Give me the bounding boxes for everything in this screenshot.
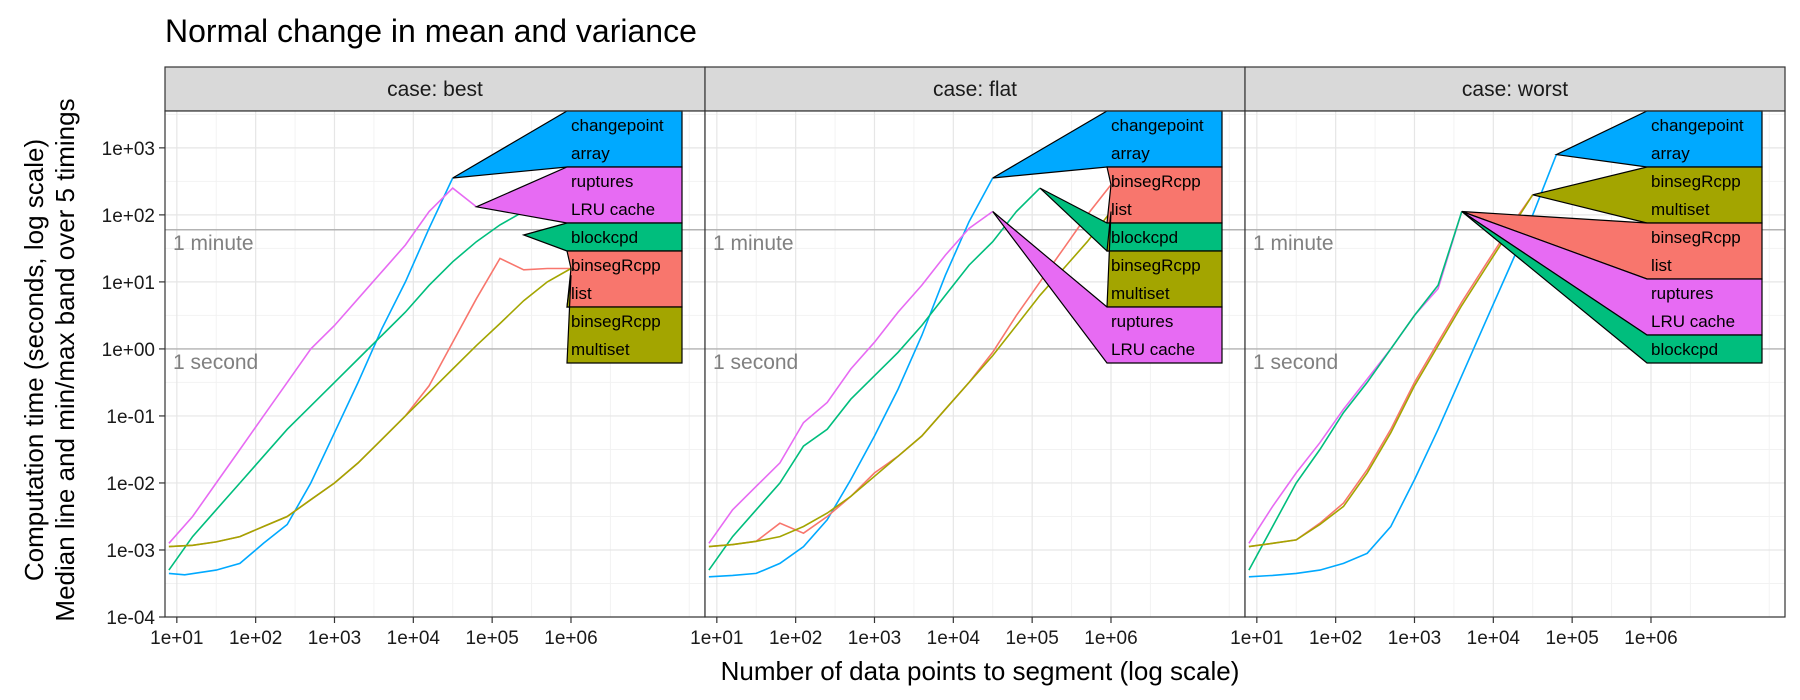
x-tick-label: 1e+06 xyxy=(1624,628,1677,649)
direct-label-text-binsegrcpp-list: binsegRcpp xyxy=(1651,228,1741,247)
series-line-ruptures-lru-cache xyxy=(708,210,994,544)
direct-label-text-ruptures-lru-cache: LRU cache xyxy=(1651,312,1735,331)
direct-label-text-ruptures-lru-cache: LRU cache xyxy=(571,200,655,219)
reference-label-1-second: 1 second xyxy=(713,351,798,374)
direct-label-text-binsegrcpp-multiset: multiset xyxy=(1651,200,1710,219)
direct-label-text-blockcpd: blockcpd xyxy=(1651,340,1718,359)
reference-label-1-minute: 1 minute xyxy=(713,232,794,255)
direct-label-text-changepoint-array: changepoint xyxy=(1651,116,1744,135)
direct-label-blockcpd xyxy=(1461,211,1763,364)
y-tick-label: 1e-03 xyxy=(106,541,155,562)
panel-1-strip xyxy=(164,66,706,112)
x-tick-label: 1e+05 xyxy=(1545,628,1598,649)
direct-label-text-binsegrcpp-multiset: binsegRcpp xyxy=(571,312,661,331)
panel-2-strip-label: case: flat xyxy=(933,78,1017,101)
panel-1: case: best 1 minute 1 second changepoint arr… xyxy=(102,66,706,649)
y-tick-label: 1e+03 xyxy=(102,139,155,160)
direct-label-ruptures-lru-cache xyxy=(992,211,1223,364)
x-tick-label: 1e+02 xyxy=(229,628,282,649)
chart-title: Normal change in mean and variance xyxy=(165,13,697,49)
y-tick-label: 1e+01 xyxy=(102,273,155,294)
y-tick-label: 1e+02 xyxy=(102,206,155,227)
x-tick-label: 1e+02 xyxy=(769,628,822,649)
y-tick-label: 1e-02 xyxy=(106,474,155,495)
x-tick-label: 1e+02 xyxy=(1309,628,1362,649)
direct-label-text-changepoint-array: changepoint xyxy=(1111,116,1204,135)
y-tick-label: 1e-04 xyxy=(106,608,155,629)
x-tick-label: 1e+05 xyxy=(465,628,518,649)
direct-label-binsegrcpp-list xyxy=(1106,166,1223,224)
x-tick-label: 1e+04 xyxy=(927,628,981,649)
series-line-changepoint-array xyxy=(1248,154,1558,578)
direct-label-text-ruptures-lru-cache: LRU cache xyxy=(1111,340,1195,359)
y-axis-title-line-1: Computation time (seconds, log scale) xyxy=(19,139,49,581)
direct-label-text-blockcpd: blockcpd xyxy=(571,228,638,247)
x-tick-label: 1e+06 xyxy=(1084,628,1137,649)
x-tick-label: 1e+04 xyxy=(1467,628,1521,649)
x-axis-title: Number of data points to segment (log sc… xyxy=(721,656,1240,686)
x-tick-label: 1e+01 xyxy=(1230,628,1283,649)
direct-label-blockcpd xyxy=(521,222,683,252)
direct-label-text-changepoint-array: array xyxy=(571,144,610,163)
direct-label-text-binsegrcpp-list: list xyxy=(1111,200,1132,219)
x-tick-label: 1e+04 xyxy=(387,628,441,649)
direct-label-text-binsegrcpp-list: binsegRcpp xyxy=(1111,172,1201,191)
direct-label-text-binsegrcpp-list: list xyxy=(571,284,592,303)
panel-3-strip-label: case: worst xyxy=(1462,78,1568,101)
direct-label-blockcpd xyxy=(1039,187,1223,252)
direct-label-text-binsegrcpp-multiset: binsegRcpp xyxy=(1651,172,1741,191)
direct-label-text-binsegrcpp-list: binsegRcpp xyxy=(571,256,661,275)
series-line-binsegrcpp-multiset xyxy=(168,267,572,548)
y-axis-title-line-2: Median line and min/max band over 5 timi… xyxy=(50,98,80,621)
direct-label-text-binsegrcpp-multiset: binsegRcpp xyxy=(1111,256,1201,275)
direct-label-changepoint-array xyxy=(1554,110,1763,168)
series-line-binsegrcpp-multiset xyxy=(1248,194,1534,548)
x-tick-label: 1e+06 xyxy=(544,628,597,649)
direct-label-ruptures-lru-cache xyxy=(474,166,683,224)
panel-3: case: worst 1 minute 1 second changepoint ar… xyxy=(1230,66,1786,649)
direct-label-binsegrcpp-multiset xyxy=(566,275,683,364)
reference-label-1-second: 1 second xyxy=(1253,351,1338,374)
panel-3-border xyxy=(1244,110,1786,618)
series-line-changepoint-array xyxy=(168,177,454,576)
direct-label-text-changepoint-array: array xyxy=(1651,144,1690,163)
direct-label-text-binsegrcpp-multiset: multiset xyxy=(571,340,630,359)
x-tick-label: 1e+01 xyxy=(690,628,743,649)
direct-label-text-binsegrcpp-multiset: multiset xyxy=(1111,284,1170,303)
direct-label-text-changepoint-array: array xyxy=(1111,144,1150,163)
direct-label-changepoint-array xyxy=(992,110,1223,179)
series-line-changepoint-array xyxy=(708,177,994,578)
series-line-blockcpd xyxy=(708,187,1041,571)
direct-label-text-binsegrcpp-list: list xyxy=(1651,256,1672,275)
x-tick-label: 1e+03 xyxy=(848,628,901,649)
direct-label-text-ruptures-lru-cache: ruptures xyxy=(1651,284,1713,303)
direct-label-changepoint-array xyxy=(452,110,683,179)
x-tick-label: 1e+03 xyxy=(308,628,361,649)
x-tick-label: 1e+05 xyxy=(1005,628,1058,649)
y-tick-label: 1e+00 xyxy=(102,340,155,361)
direct-label-text-ruptures-lru-cache: ruptures xyxy=(1111,312,1173,331)
panels: case: best 1 minute 1 second changepoint arr… xyxy=(102,66,1786,649)
x-tick-label: 1e+03 xyxy=(1388,628,1441,649)
series-line-blockcpd xyxy=(1248,211,1463,571)
reference-label-1-second: 1 second xyxy=(173,351,258,374)
panel-1-strip-label: case: best xyxy=(387,78,483,101)
y-tick-label: 1e-01 xyxy=(106,407,155,428)
series-line-ruptures-lru-cache xyxy=(1248,211,1463,544)
direct-label-binsegrcpp-multiset xyxy=(1106,211,1223,308)
panel-3-strip xyxy=(1244,66,1786,112)
direct-label-text-changepoint-array: changepoint xyxy=(571,116,664,135)
series-line-ruptures-lru-cache xyxy=(168,187,477,544)
series-line-blockcpd xyxy=(168,210,525,571)
reference-label-1-minute: 1 minute xyxy=(173,232,254,255)
reference-label-1-minute: 1 minute xyxy=(1253,232,1334,255)
direct-label-text-blockcpd: blockcpd xyxy=(1111,228,1178,247)
panel-2: case: flat 1 minute 1 second changepoint arr… xyxy=(690,66,1246,649)
direct-label-text-ruptures-lru-cache: ruptures xyxy=(571,172,633,191)
direct-label-binsegrcpp-multiset xyxy=(1532,166,1763,224)
series-line-binsegrcpp-multiset xyxy=(708,211,1112,548)
panel-2-strip xyxy=(704,66,1246,112)
x-tick-label: 1e+01 xyxy=(150,628,203,649)
